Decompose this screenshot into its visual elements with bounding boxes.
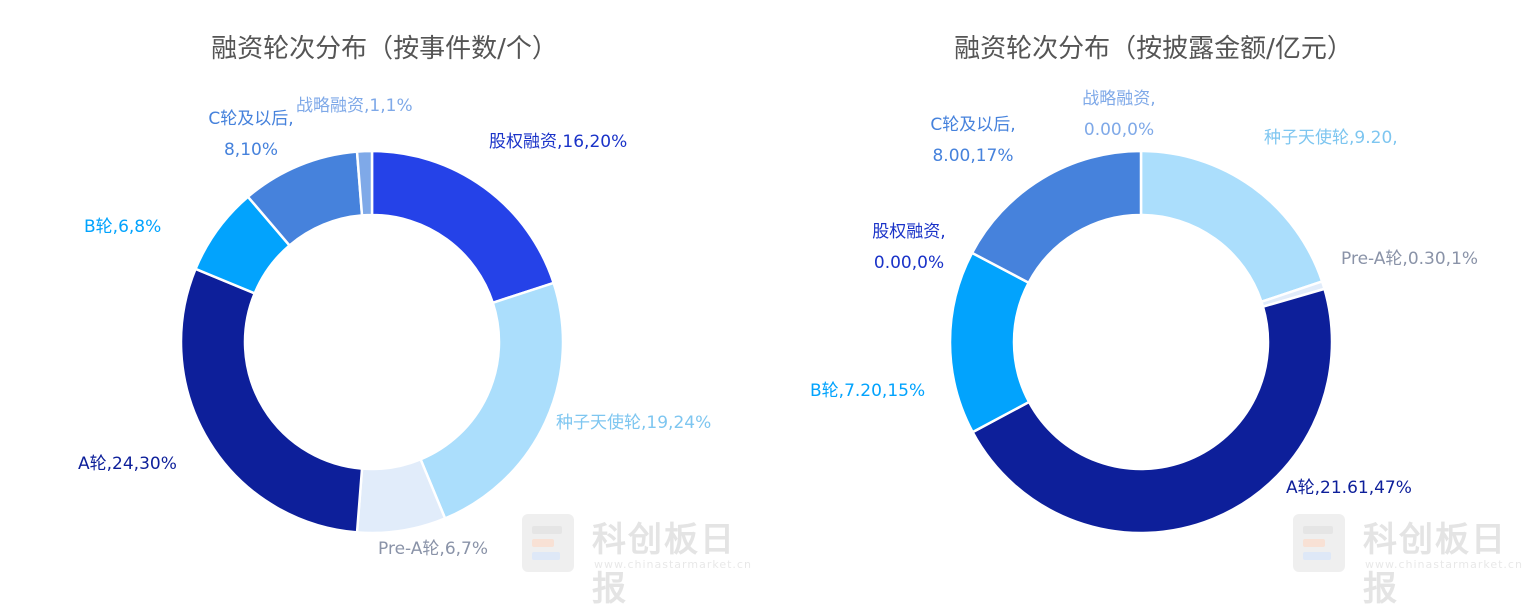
data-label-C轮及以后: C轮及以后, 8.00,17% (930, 115, 1015, 166)
slice-C轮及以后 (970, 149, 1143, 285)
slice-战略融资 (355, 149, 374, 217)
slice-股权融资 (370, 149, 556, 305)
data-label-C轮及以后: C轮及以后, 8,10% (208, 109, 293, 160)
slice-种子天使轮 (1139, 149, 1324, 304)
slice-B轮 (948, 251, 1031, 434)
data-label-股权融资: 股权融资,16,20% (489, 132, 627, 152)
chart-panel-amount: 融资轮次分布（按披露金额/亿元） 种子天使轮,9.20, Pre-A轮,0.30,… (769, 0, 1538, 609)
chart-title: 融资轮次分布（按披露金额/亿元） (954, 34, 1353, 64)
chart-panel-events: 融资轮次分布（按事件数/个） 股权融资,16,20% 种子天使轮,19,24% Pr… (0, 0, 769, 609)
data-label-A轮: A轮,21.61,47% (1286, 478, 1412, 498)
data-label-战略融资: 战略融资, 0.00,0% (1082, 89, 1155, 140)
data-label-股权融资: 股权融资, 0.00,0% (872, 222, 945, 273)
slice-种子天使轮 (418, 281, 565, 521)
watermark: 科创板日报 www.chinastarmarket.cn (522, 512, 762, 609)
slice-A轮 (179, 267, 364, 534)
donut-chart-events: 股权融资,16,20% 种子天使轮,19,24% Pre-A轮,6,7% A轮,24,… (78, 96, 711, 559)
data-label-种子天使轮: 种子天使轮,9.20, (1264, 127, 1398, 148)
watermark-url: www.chinastarmarket.cn (594, 558, 752, 571)
donut-chart-amount: 种子天使轮,9.20, Pre-A轮,0.30,1% A轮,21.61,47% B轮,… (810, 89, 1478, 535)
watermark: 科创板日报 www.chinastarmarket.cn (1293, 512, 1533, 609)
data-label-B轮: B轮,7.20,15% (810, 381, 925, 401)
chart-title: 融资轮次分布（按事件数/个） (211, 34, 558, 64)
watermark-logo-icon (1293, 514, 1345, 572)
data-label-B轮: B轮,6,8% (84, 217, 161, 237)
data-label-A轮: A轮,24,30% (78, 454, 177, 474)
data-label-战略融资: 战略融资,1,1% (296, 96, 413, 116)
slice-A轮 (970, 287, 1334, 535)
watermark-logo-icon (522, 514, 574, 572)
watermark-url: www.chinastarmarket.cn (1365, 558, 1523, 571)
data-label-Pre-A轮: Pre-A轮,6,7% (378, 539, 488, 559)
data-label-种子天使轮: 种子天使轮,19,24% (556, 412, 711, 433)
data-label-Pre-A轮: Pre-A轮,0.30,1% (1341, 249, 1478, 269)
